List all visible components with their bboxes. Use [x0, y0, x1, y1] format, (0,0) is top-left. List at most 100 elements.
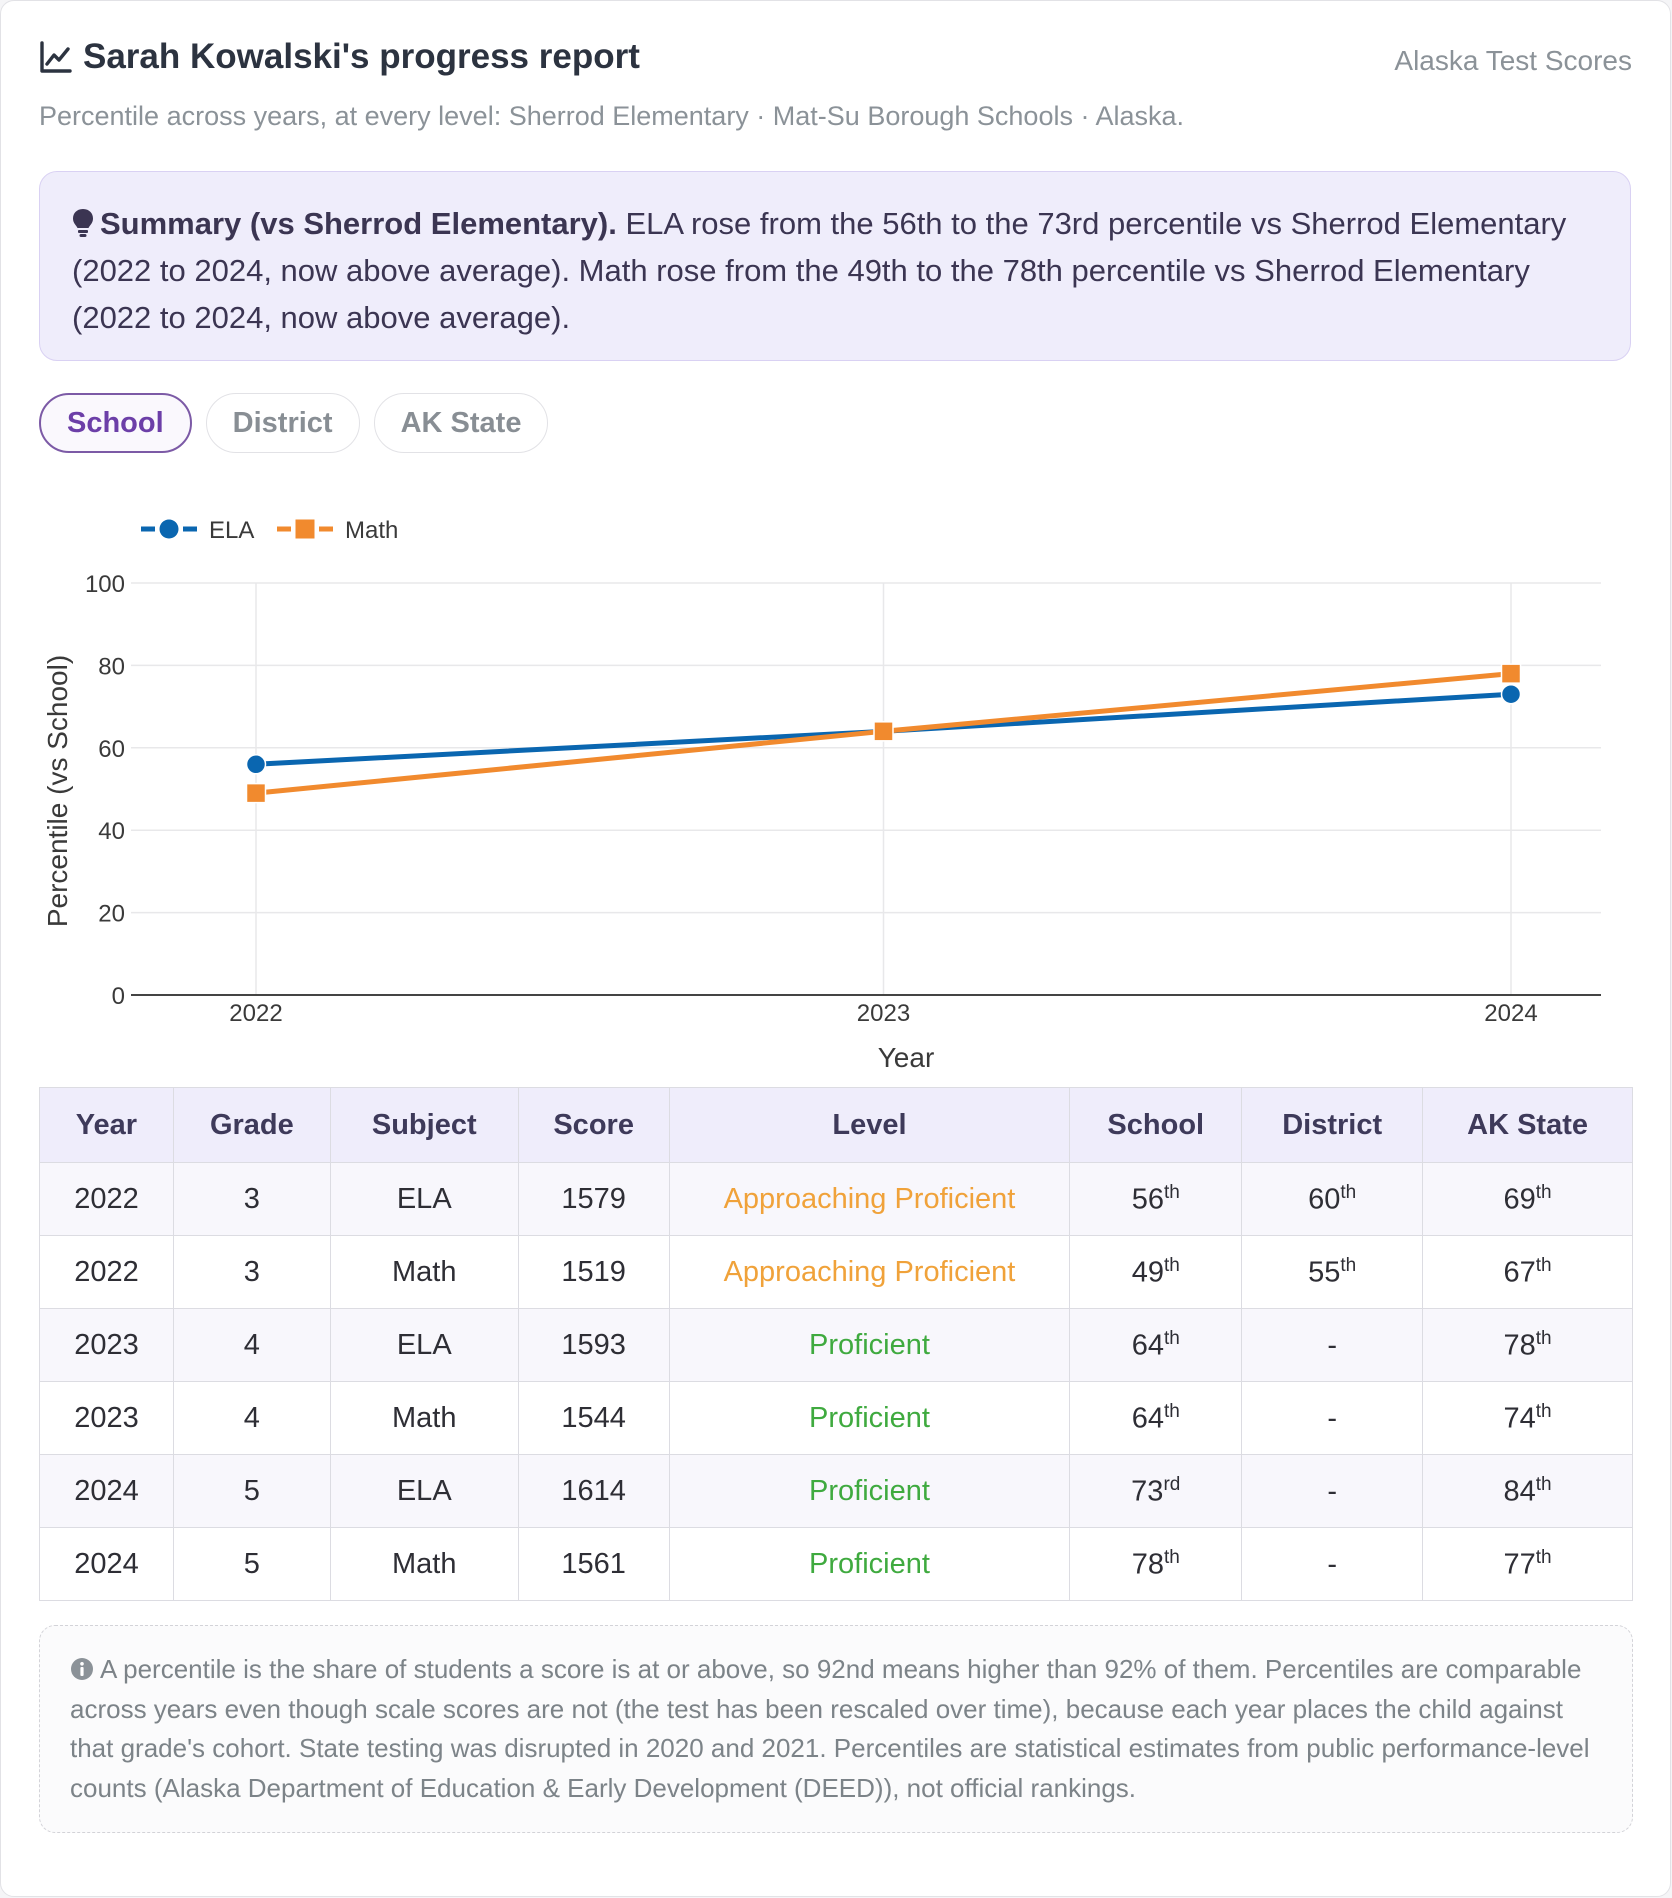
ordinal-suffix: th	[1163, 1546, 1180, 1568]
header-school: School	[1069, 1087, 1243, 1163]
percentile-value: 67	[1503, 1256, 1536, 1289]
percentile-chart: 0 20 40 60 80 100 2022 2023 2024 Year Percentile (…	[39, 491, 1639, 1081]
cell-state-percentile: 78th	[1422, 1308, 1633, 1382]
lightbulb-icon	[73, 209, 93, 237]
percentile-value: -	[1327, 1402, 1337, 1435]
page-subtitle: Percentile across years, at every level:…	[39, 101, 1185, 131]
y-tick-label: 100	[85, 571, 125, 598]
footnote: A percentile is the share of students a …	[39, 1625, 1633, 1833]
table-row: 2023 4 ELA 1593 Proficient 64th -78th	[39, 1308, 1633, 1382]
cell-district-percentile: -	[1241, 1527, 1424, 1601]
x-tick-label: 2023	[857, 1000, 910, 1027]
legend-marker-ela	[159, 519, 179, 539]
percentile-value: -	[1327, 1548, 1337, 1581]
cell-level: Proficient	[668, 1527, 1071, 1601]
cell-level: Proficient	[668, 1381, 1071, 1455]
cell-year: 2022	[39, 1235, 174, 1309]
cell-level: Proficient	[668, 1308, 1071, 1382]
cell-subject: Math	[329, 1235, 519, 1309]
header-district: District	[1241, 1087, 1424, 1163]
ela-point	[245, 754, 267, 775]
cell-level: Proficient	[668, 1454, 1071, 1528]
cell-school-percentile: 78th	[1069, 1527, 1243, 1601]
cell-school-percentile: 73rd	[1069, 1454, 1243, 1528]
percentile-value: -	[1327, 1475, 1337, 1508]
header-level: Level	[668, 1087, 1071, 1163]
summary-box: Summary (vs Sherrod Elementary). ELA ros…	[39, 171, 1631, 361]
percentile-value: 74	[1503, 1402, 1536, 1435]
cell-level: Approaching Proficient	[668, 1162, 1071, 1236]
summary-lead: Summary (vs Sherrod Elementary).	[100, 206, 617, 241]
ordinal-suffix: th	[1163, 1400, 1180, 1422]
x-axis-title: Year	[878, 1042, 935, 1073]
percentile-value: -	[1327, 1329, 1337, 1362]
percentile-value: 60	[1308, 1183, 1341, 1216]
cell-grade: 4	[172, 1381, 331, 1455]
cell-state-percentile: 77th	[1422, 1527, 1633, 1601]
y-axis-title: Percentile (vs School)	[42, 655, 73, 927]
info-icon	[71, 1658, 93, 1680]
cell-score: 1519	[517, 1235, 670, 1309]
y-tick-label: 40	[98, 818, 125, 845]
cell-state-percentile: 67th	[1422, 1235, 1633, 1309]
tab-ak-state[interactable]: AK State	[373, 393, 549, 453]
header-score: Score	[517, 1087, 670, 1163]
math-point	[1500, 663, 1522, 684]
cell-score: 1579	[517, 1162, 670, 1236]
title-row: Sarah Kowalski's progress report	[39, 37, 640, 77]
cell-grade: 3	[172, 1162, 331, 1236]
table-row: 2023 4 Math 1544 Proficient 64th -74th	[39, 1381, 1633, 1455]
header-year: Year	[39, 1087, 174, 1163]
cell-district-percentile: -	[1241, 1308, 1424, 1382]
table-row: 2022 3 ELA 1579 Approaching Proficient 56th 60…	[39, 1162, 1633, 1236]
cell-year: 2024	[39, 1527, 174, 1601]
table-header-row: Year Grade Subject Score Level School Di…	[39, 1087, 1633, 1163]
x-tick-label: 2024	[1484, 1000, 1537, 1027]
cell-level: Approaching Proficient	[668, 1235, 1071, 1309]
ordinal-suffix: th	[1535, 1473, 1552, 1495]
page-title: Sarah Kowalski's progress report	[83, 37, 640, 76]
ela-point	[1500, 683, 1522, 705]
header-subject: Subject	[329, 1087, 519, 1163]
table-row: 2024 5 ELA 1614 Proficient 73rd -84th	[39, 1454, 1633, 1528]
tab-school[interactable]: School	[39, 393, 192, 453]
x-tick-label: 2022	[229, 1000, 282, 1027]
y-tick-label: 80	[98, 653, 125, 680]
cell-subject: ELA	[329, 1162, 519, 1236]
header-ak-state: AK State	[1422, 1087, 1633, 1163]
ordinal-suffix: th	[1163, 1254, 1180, 1276]
percentile-value: 78	[1131, 1548, 1164, 1581]
y-tick-label: 20	[98, 901, 125, 928]
table-row: 2022 3 Math 1519 Approaching Proficient 49th 5…	[39, 1235, 1633, 1309]
chart-svg: 0 20 40 60 80 100 2022 2023 2024 Year Percentile (…	[42, 517, 1601, 1073]
percentile-value: 55	[1308, 1256, 1341, 1289]
cell-school-percentile: 64th	[1069, 1308, 1243, 1382]
legend-marker-math	[295, 519, 315, 539]
ordinal-suffix: th	[1340, 1254, 1357, 1276]
cell-score: 1544	[517, 1381, 670, 1455]
percentile-value: 64	[1131, 1402, 1164, 1435]
math-point	[873, 721, 894, 742]
math-point	[245, 782, 267, 804]
tab-district[interactable]: District	[205, 393, 360, 453]
percentile-value: 77	[1503, 1548, 1536, 1581]
cell-state-percentile: 84th	[1422, 1454, 1633, 1528]
cell-grade: 4	[172, 1308, 331, 1382]
percentile-value: 64	[1131, 1329, 1164, 1362]
cell-district-percentile: 60th	[1241, 1162, 1424, 1236]
ordinal-suffix: th	[1535, 1254, 1552, 1276]
cell-grade: 3	[172, 1235, 331, 1309]
y-tick-label: 0	[112, 983, 125, 1010]
cell-subject: Math	[329, 1527, 519, 1601]
legend-label-ela: ELA	[209, 517, 254, 544]
ordinal-suffix: th	[1163, 1181, 1180, 1203]
cell-score: 1593	[517, 1308, 670, 1382]
cell-state-percentile: 69th	[1422, 1162, 1633, 1236]
header-grade: Grade	[172, 1087, 331, 1163]
brand-label: Alaska Test Scores	[1394, 45, 1632, 76]
y-tick-label: 60	[98, 736, 125, 763]
cell-year: 2024	[39, 1454, 174, 1528]
cell-school-percentile: 56th	[1069, 1162, 1243, 1236]
cell-district-percentile: -	[1241, 1454, 1424, 1528]
ordinal-suffix: th	[1535, 1181, 1552, 1203]
